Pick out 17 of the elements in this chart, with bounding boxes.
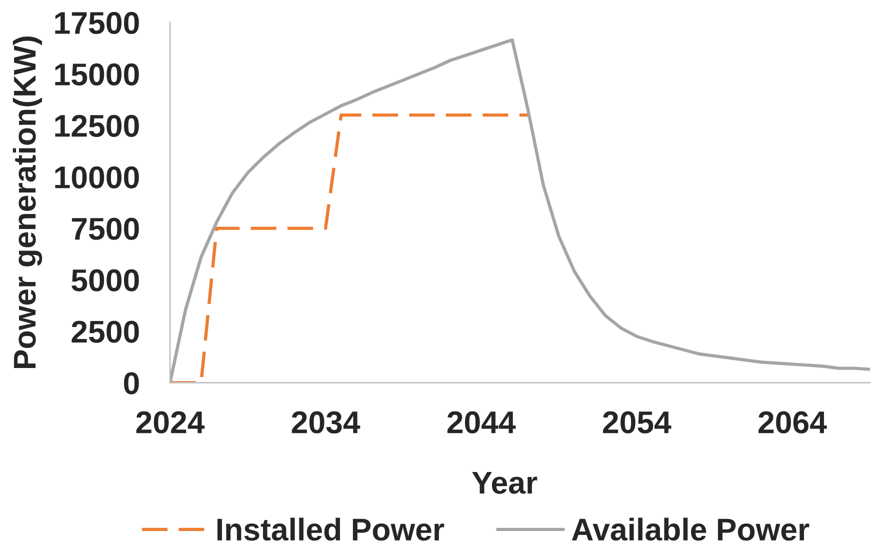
x-tick-label: 2024 — [136, 411, 205, 434]
y-tick-label: 15000 — [55, 63, 139, 86]
y-tick-label: 5000 — [72, 269, 139, 292]
y-tick-label: 2500 — [72, 320, 139, 343]
y-tick-label: 7500 — [72, 218, 139, 240]
x-tick-label: 2054 — [602, 411, 672, 434]
x-tick-label: 2064 — [758, 411, 827, 434]
y-tick-label: 17500 — [55, 12, 139, 34]
y-tick-label: 0 — [124, 372, 139, 394]
x-tick-label: 2044 — [447, 411, 516, 434]
x-axis-title: Year — [472, 472, 538, 494]
y-axis-title: Power generation(KW) — [12, 36, 42, 368]
x-tick-label: 2034 — [292, 411, 360, 434]
y-tick-label: 12500 — [55, 114, 139, 137]
legend-label: Available Power — [572, 518, 810, 541]
legend-label: Installed Power — [217, 518, 444, 541]
y-tick-label: 10000 — [55, 166, 139, 188]
